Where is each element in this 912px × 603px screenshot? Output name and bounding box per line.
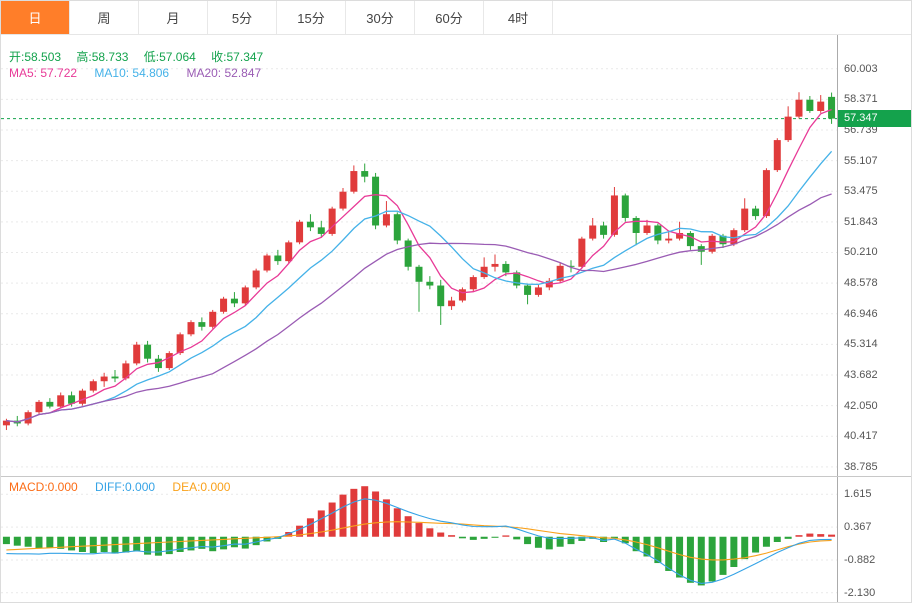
tab-15min[interactable]: 15分 bbox=[277, 1, 346, 34]
main-chart-region: 开:58.503 高:58.733 低:57.064 收:57.347 MA5:… bbox=[1, 35, 911, 476]
current-price-tag: 57.347 bbox=[838, 109, 911, 127]
low-value: 低:57.064 bbox=[143, 50, 196, 64]
y-axis-label: 45.314 bbox=[844, 338, 878, 351]
macd-chart[interactable] bbox=[1, 477, 837, 602]
y-axis-label: 38.785 bbox=[844, 460, 878, 473]
macd-value-axis: 1.615 0.367 -0.882 -2.130 bbox=[837, 477, 911, 602]
tab-4hour[interactable]: 4时 bbox=[484, 1, 553, 34]
macd-info: MACD:0.000 DIFF:0.000 DEA:0.000 bbox=[9, 480, 244, 494]
macd-plot-area: MACD:0.000 DIFF:0.000 DEA:0.000 bbox=[1, 477, 837, 602]
close-value: 收:57.347 bbox=[211, 50, 264, 64]
tab-30min[interactable]: 30分 bbox=[346, 1, 415, 34]
y-axis-label: 48.578 bbox=[844, 277, 878, 290]
y-axis-label: 53.475 bbox=[844, 185, 878, 198]
y-axis-label: 51.843 bbox=[844, 215, 878, 228]
y-axis-label: 55.107 bbox=[844, 154, 878, 167]
y-axis-label: 58.371 bbox=[844, 93, 878, 106]
diff-value: DIFF:0.000 bbox=[95, 480, 156, 494]
tab-60min[interactable]: 60分 bbox=[415, 1, 484, 34]
y-axis-label: 42.050 bbox=[844, 399, 878, 412]
candlestick-plot-area: 开:58.503 高:58.733 低:57.064 收:57.347 MA5:… bbox=[1, 35, 837, 476]
open-value: 开:58.503 bbox=[9, 50, 62, 64]
y-axis-label: 60.003 bbox=[844, 62, 878, 75]
ma20-value: MA20: 52.847 bbox=[186, 66, 262, 80]
tab-week[interactable]: 周 bbox=[70, 1, 139, 34]
macd-axis-label: -2.130 bbox=[844, 586, 876, 599]
high-value: 高:58.733 bbox=[76, 50, 129, 64]
ma5-value: MA5: 57.722 bbox=[9, 66, 78, 80]
macd-axis-label: -0.882 bbox=[844, 553, 876, 566]
y-axis-label: 56.739 bbox=[844, 123, 878, 136]
macd-value: MACD:0.000 bbox=[9, 480, 78, 494]
candlestick-chart[interactable] bbox=[1, 35, 837, 476]
ohlc-info: 开:58.503 高:58.733 低:57.064 收:57.347 bbox=[9, 48, 275, 65]
macd-region: MACD:0.000 DIFF:0.000 DEA:0.000 1.615 0.3… bbox=[1, 476, 911, 602]
dea-value: DEA:0.000 bbox=[172, 480, 231, 494]
y-axis-label: 50.210 bbox=[844, 246, 878, 259]
tab-day[interactable]: 日 bbox=[1, 1, 70, 34]
y-axis-label: 40.417 bbox=[844, 430, 878, 443]
y-axis-label: 43.682 bbox=[844, 369, 878, 381]
macd-axis-label: 0.367 bbox=[844, 521, 872, 534]
ma-info: MA5: 57.722 MA10: 54.806 MA20: 52.847 bbox=[9, 66, 275, 80]
macd-axis-label: 1.615 bbox=[844, 488, 872, 501]
tab-5min[interactable]: 5分 bbox=[208, 1, 277, 34]
y-axis-label: 46.946 bbox=[844, 307, 878, 320]
price-axis: 60.003 58.371 56.739 55.107 53.475 51.843 50.2… bbox=[837, 35, 911, 476]
tab-month[interactable]: 月 bbox=[139, 1, 208, 34]
ma10-value: MA10: 54.806 bbox=[94, 66, 170, 80]
timeframe-tab-bar: 日 周 月 5分 15分 30分 60分 4时 bbox=[1, 1, 911, 35]
